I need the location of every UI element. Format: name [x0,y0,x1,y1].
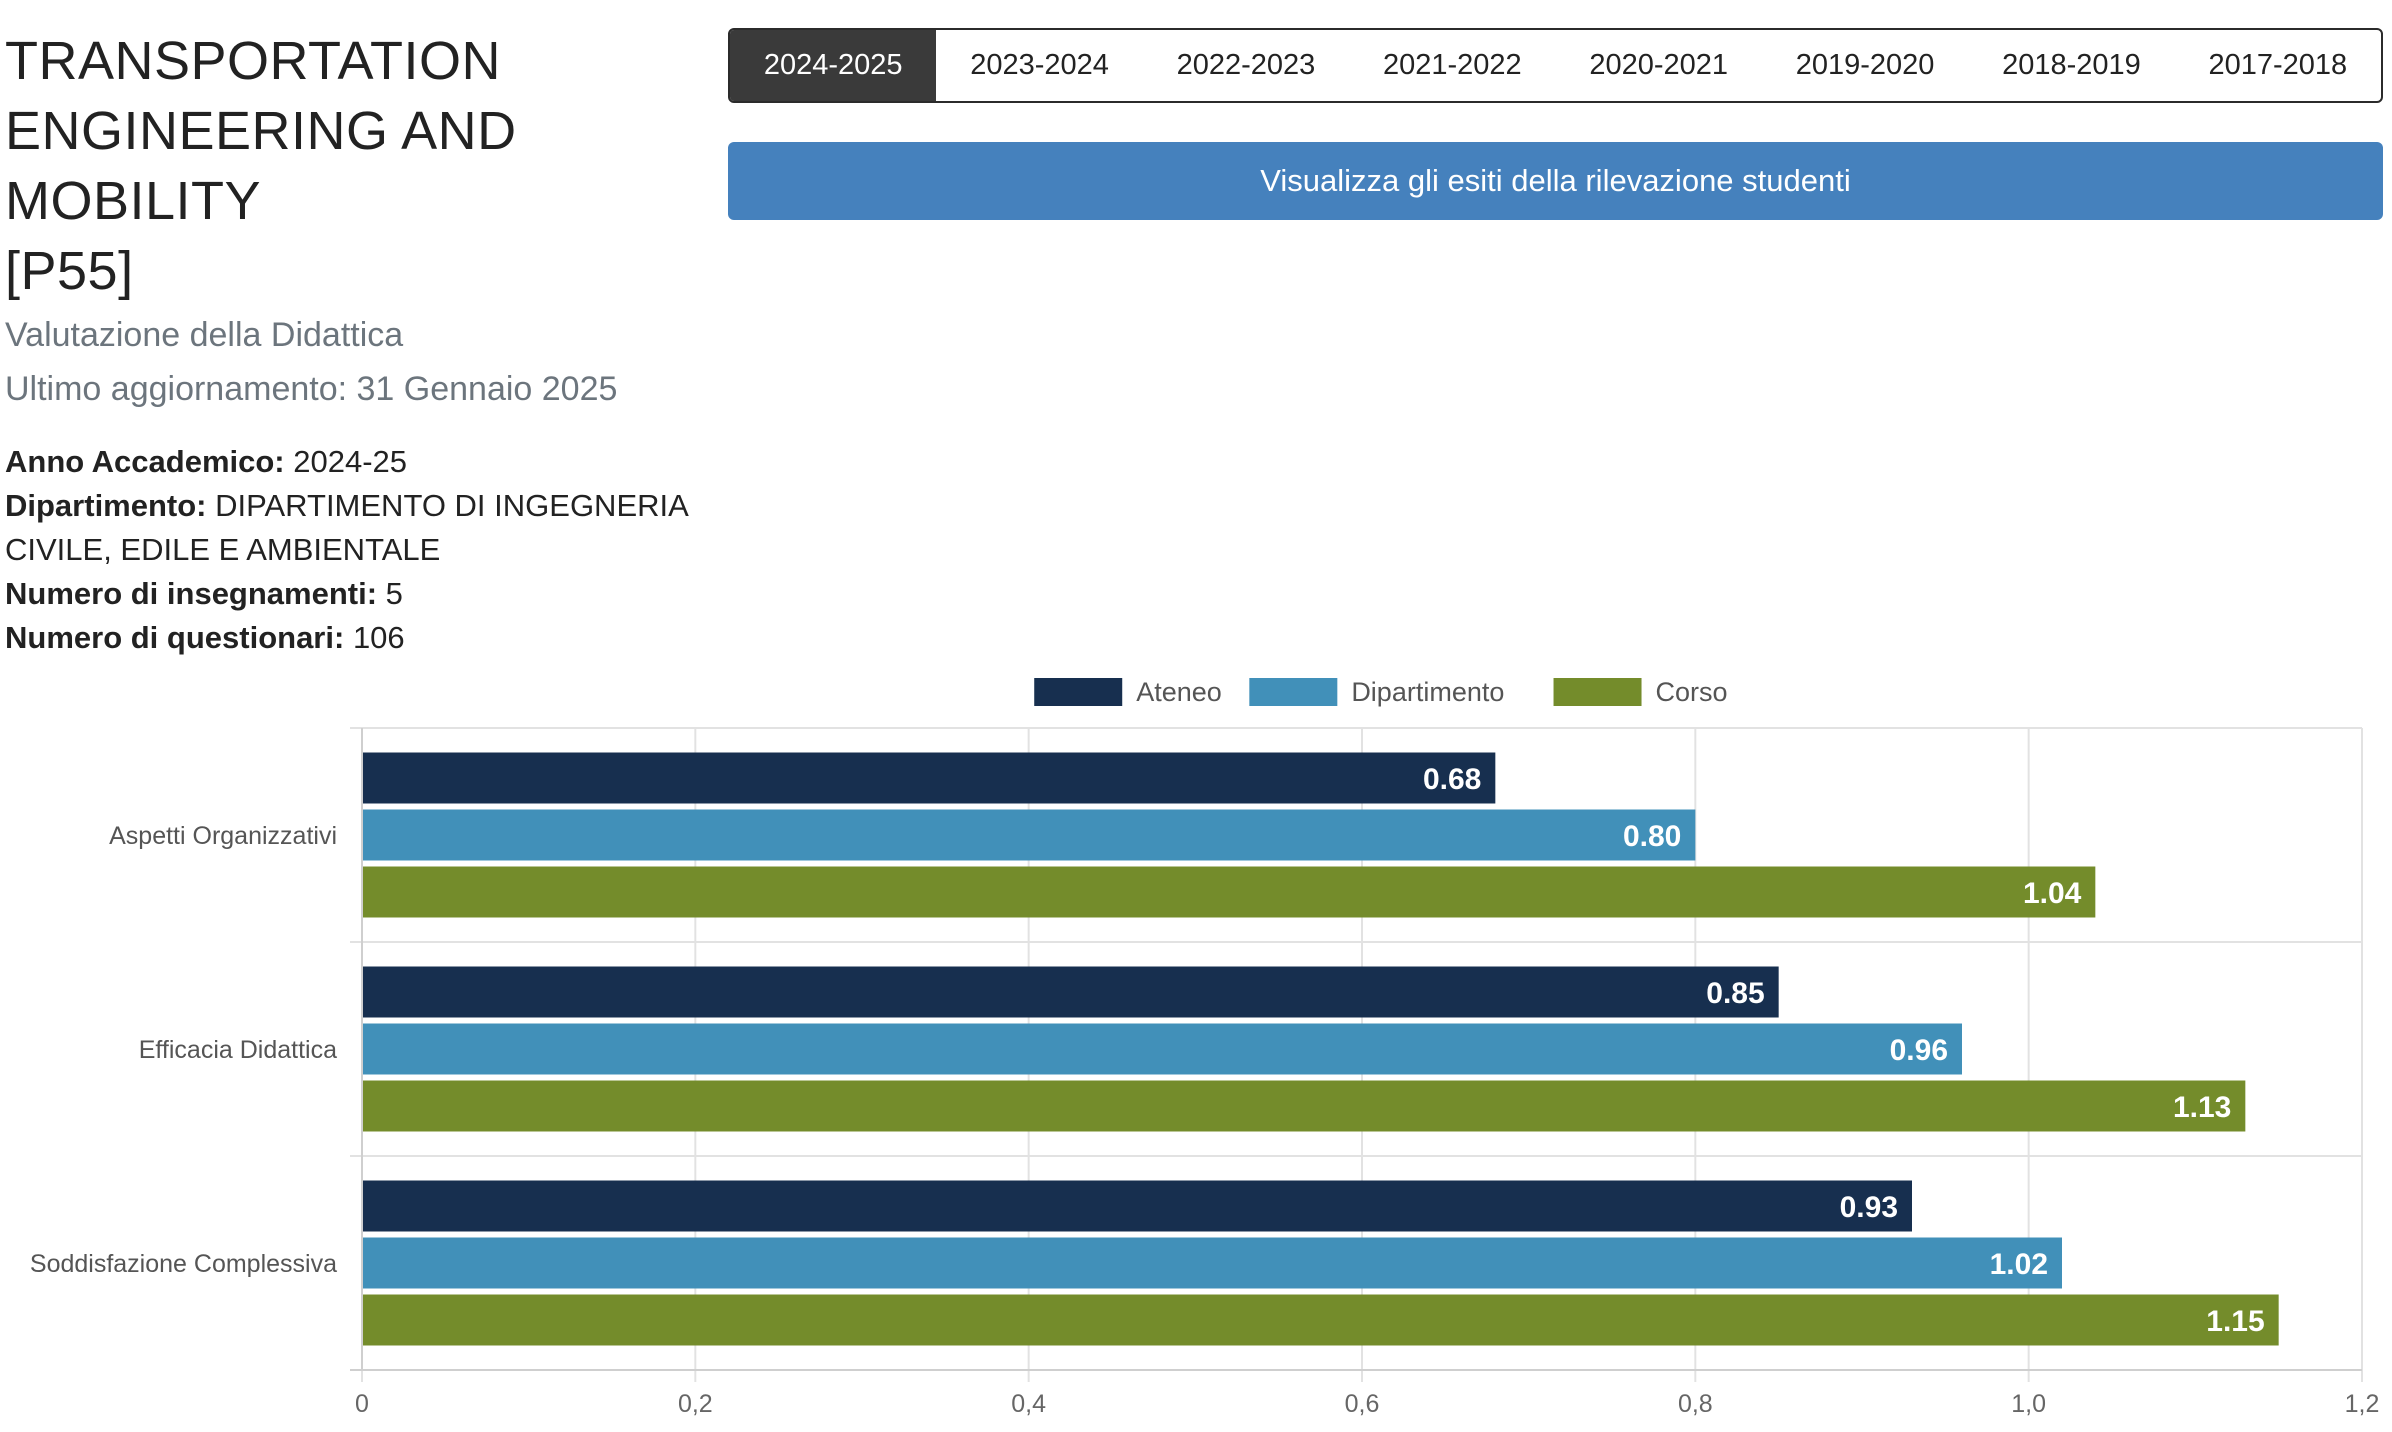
data-label: 1.04 [2023,877,2082,910]
page-title: TRANSPORTATION ENGINEERING AND MOBILITY … [5,0,725,306]
last-updated: Ultimo aggiornamento: 31 Gennaio 2025 [5,370,618,408]
info-dipartimento-value-1: DIPARTIMENTO DI INGEGNERIA [215,488,689,523]
legend-swatch-corso [1553,678,1642,706]
bar-corso [363,866,2096,918]
info-questionari: Numero di questionari: 106 [5,616,725,660]
title-line-1: TRANSPORTATION [5,31,502,91]
bar-corso [363,1294,2279,1346]
info-insegnamenti-label: Numero di insegnamenti: [5,576,378,611]
data-label: 0.85 [1706,977,1764,1010]
view-survey-results-button[interactable]: Visualizza gli esiti della rilevazione s… [728,142,2383,220]
tab-2024-2025[interactable]: 2024-2025 [730,30,937,101]
tab-2020-2021[interactable]: 2020-2021 [1589,49,1729,81]
x-tick-label: 1,0 [2011,1390,2046,1418]
bar-ateneo [363,966,1779,1018]
page-subtitle: Valutazione della Didattica [5,316,404,354]
category-label: Aspetti Organizzativi [109,822,337,850]
info-anno-label: Anno Accademico: [5,444,285,479]
data-label: 0.93 [1840,1191,1898,1224]
title-line-2: ENGINEERING AND MOBILITY [5,101,517,231]
data-label: 0.96 [1890,1034,1948,1067]
course-header: TRANSPORTATION ENGINEERING AND MOBILITY … [5,0,725,660]
x-tick-label: 1,2 [2345,1390,2380,1418]
legend-label-ateneo: Ateneo [1136,677,1222,707]
category-label: Soddisfazione Complessiva [30,1250,337,1278]
x-tick-label: 0,2 [678,1390,713,1418]
legend-label-corso: Corso [1656,677,1728,707]
data-label: 0.80 [1623,820,1681,853]
data-label: 0.68 [1423,763,1481,796]
bar-ateneo [363,1180,1912,1232]
bar-ateneo [363,752,1496,804]
info-dipartimento-label: Dipartimento: [5,488,207,523]
legend-swatch-ateneo [1034,678,1123,706]
x-tick-label: 0 [355,1390,369,1418]
info-insegnamenti-value: 5 [385,576,403,611]
bar-corso [363,1080,2246,1132]
tab-2019-2020[interactable]: 2019-2020 [1795,49,1935,81]
info-anno: Anno Accademico: 2024-25 [5,440,725,484]
data-label: 1.15 [2206,1305,2264,1338]
x-tick-label: 0,6 [1345,1390,1380,1418]
tab-2017-2018[interactable]: 2017-2018 [2208,49,2348,81]
tab-2021-2022[interactable]: 2021-2022 [1382,49,1522,81]
data-label: 1.02 [1990,1248,2048,1281]
info-dipartimento-value-2: CIVILE, EDILE E AMBIENTALE [5,532,441,567]
tab-2023-2024[interactable]: 2023-2024 [970,49,1109,81]
info-dipartimento: Dipartimento: DIPARTIMENTO DI INGEGNERIA [5,484,725,528]
legend-swatch-dipartimento [1249,678,1338,706]
info-questionari-label: Numero di questionari: [5,620,345,655]
course-info: Anno Accademico: 2024-25 Dipartimento: D… [5,440,725,660]
x-tick-label: 0,8 [1678,1390,1713,1418]
bar-dipartimento [363,809,1696,861]
info-anno-value: 2024-25 [293,444,408,479]
title-line-3: [P55] [5,241,134,301]
legend-label-dipartimento: Dipartimento [1351,677,1504,707]
info-insegnamenti: Numero di insegnamenti: 5 [5,572,725,616]
tab-2018-2019[interactable]: 2018-2019 [2002,49,2141,81]
bar-dipartimento [363,1023,1962,1075]
data-label: 1.13 [2173,1091,2231,1124]
year-tabs: 2024-2025 2023-2024 2022-2023 2021-2022 … [728,28,2383,103]
info-questionari-value: 106 [352,620,405,655]
tab-2022-2023[interactable]: 2022-2023 [1176,49,1316,81]
bar-dipartimento [363,1237,2062,1289]
x-tick-label: 0,4 [1011,1390,1046,1418]
category-label: Efficacia Didattica [139,1036,337,1064]
